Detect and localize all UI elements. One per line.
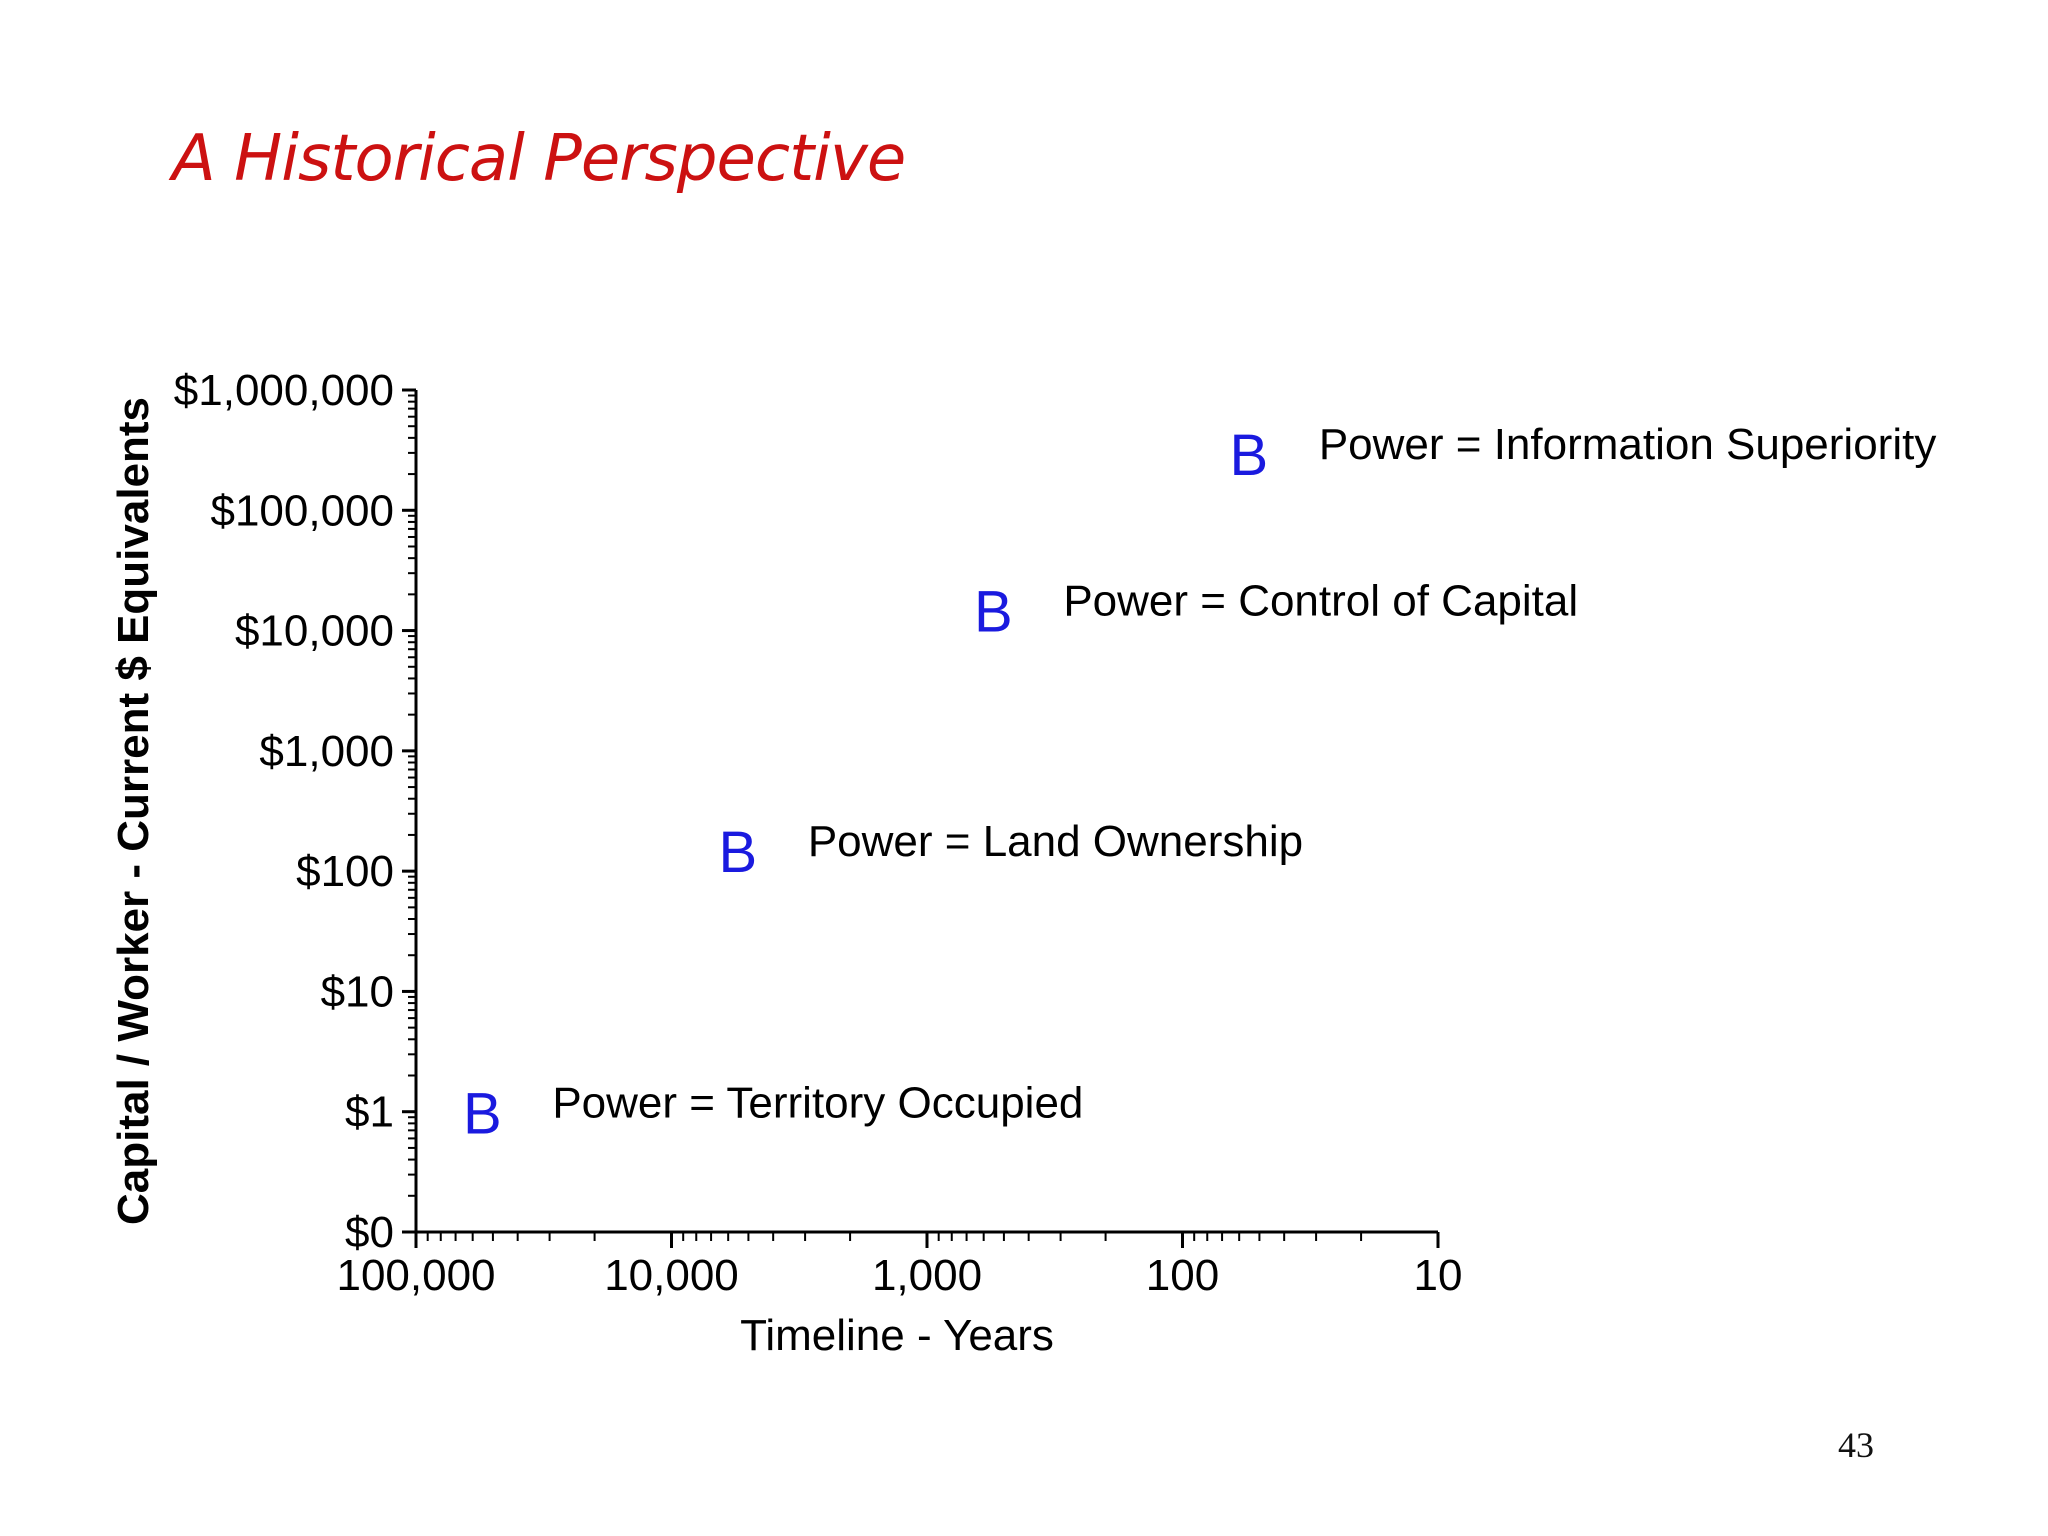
x-tick-label: 100 [1146, 1251, 1219, 1300]
x-tick-label: 100,000 [336, 1251, 495, 1300]
y-tick-label: $1,000 [259, 727, 394, 776]
y-tick-label: $100,000 [210, 486, 394, 535]
x-tick-label: 1,000 [872, 1251, 982, 1300]
y-tick-label: $100 [296, 847, 394, 896]
data-point-marker: B [1229, 423, 1268, 488]
data-point-annotation: Power = Information Superiority [1319, 420, 1937, 469]
data-point-marker: B [718, 820, 757, 885]
y-tick-label: $1,000,000 [174, 366, 394, 415]
page-number: 43 [1838, 1425, 1874, 1465]
slide-title: A Historical Perspective [172, 122, 906, 196]
data-point-marker: B [974, 579, 1013, 644]
y-tick-label: $10,000 [235, 607, 394, 656]
data-point-annotation: Power = Territory Occupied [552, 1079, 1083, 1128]
y-axis-title: Capital / Worker - Current $ Equivalents [109, 397, 158, 1225]
chart-ticks [402, 388, 1440, 1248]
data-point-annotation: Power = Land Ownership [808, 817, 1303, 866]
x-tick-label: 10 [1414, 1251, 1463, 1300]
chart-points: B Power = Territory Occupied B Power = Land… [463, 420, 1936, 1147]
y-tick-label: $1 [345, 1088, 394, 1137]
x-axis-title: Timeline - Years [740, 1311, 1054, 1360]
data-point-marker: B [463, 1082, 502, 1147]
y-tick-label: $0 [345, 1208, 394, 1257]
chart-tick-labels: $0 $1 $10 $100 $1,000 $10,000 $100,000 $1,000,0… [174, 366, 1463, 1300]
x-tick-label: 10,000 [604, 1251, 739, 1300]
data-point-annotation: Power = Control of Capital [1063, 576, 1578, 625]
y-tick-label: $10 [321, 967, 394, 1016]
